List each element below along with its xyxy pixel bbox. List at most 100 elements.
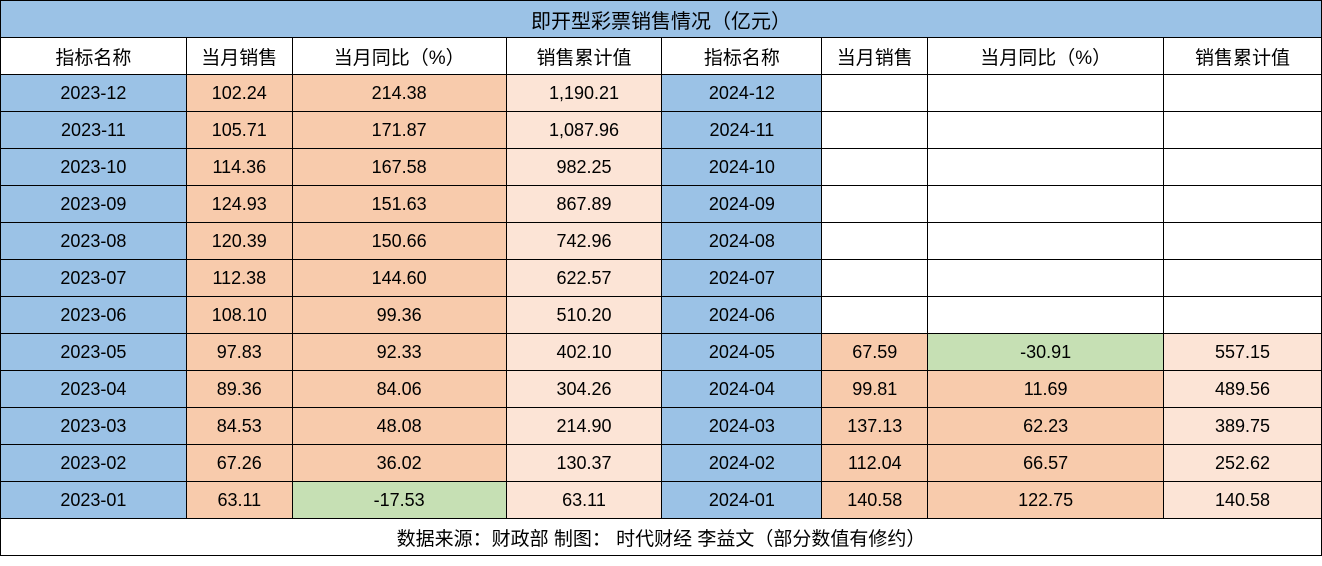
cum-right xyxy=(1164,260,1322,297)
header-indicator-name-1: 指标名称 xyxy=(1,38,187,75)
cum-left: 510.20 xyxy=(506,297,662,334)
sale-left: 105.71 xyxy=(186,112,292,149)
table-footer-row: 数据来源：财政部 制图： 时代财经 李益文（部分数值有修约） xyxy=(1,519,1322,556)
period-right: 2024-09 xyxy=(662,186,822,223)
yoy-right: 11.69 xyxy=(928,371,1164,408)
period-left: 2023-11 xyxy=(1,112,187,149)
sale-right xyxy=(822,223,928,260)
period-left: 2023-09 xyxy=(1,186,187,223)
yoy-left: 144.60 xyxy=(292,260,506,297)
sale-right: 67.59 xyxy=(822,334,928,371)
cum-left: 867.89 xyxy=(506,186,662,223)
table-row: 2023-0597.8392.33402.102024-0567.59-30.9… xyxy=(1,334,1322,371)
header-indicator-name-2: 指标名称 xyxy=(662,38,822,75)
cum-right: 557.15 xyxy=(1164,334,1322,371)
yoy-right xyxy=(928,223,1164,260)
period-left: 2023-03 xyxy=(1,408,187,445)
cum-right xyxy=(1164,186,1322,223)
sale-left: 124.93 xyxy=(186,186,292,223)
table-row: 2023-0384.5348.08214.902024-03137.1362.2… xyxy=(1,408,1322,445)
table-row: 2023-0489.3684.06304.262024-0499.8111.69… xyxy=(1,371,1322,408)
cum-right: 252.62 xyxy=(1164,445,1322,482)
yoy-right xyxy=(928,186,1164,223)
table-title: 即开型彩票销售情况（亿元） xyxy=(1,1,1322,38)
table-footer: 数据来源：财政部 制图： 时代财经 李益文（部分数值有修约） xyxy=(1,519,1322,556)
period-left: 2023-07 xyxy=(1,260,187,297)
sale-right: 140.58 xyxy=(822,482,928,519)
period-left: 2023-06 xyxy=(1,297,187,334)
yoy-left: 99.36 xyxy=(292,297,506,334)
yoy-right: -30.91 xyxy=(928,334,1164,371)
yoy-right xyxy=(928,75,1164,112)
yoy-right xyxy=(928,149,1164,186)
yoy-left: 150.66 xyxy=(292,223,506,260)
yoy-right xyxy=(928,297,1164,334)
period-left: 2023-05 xyxy=(1,334,187,371)
yoy-left: 92.33 xyxy=(292,334,506,371)
sale-right xyxy=(822,75,928,112)
header-cumulative-1: 销售累计值 xyxy=(506,38,662,75)
sale-right: 112.04 xyxy=(822,445,928,482)
period-right: 2024-06 xyxy=(662,297,822,334)
yoy-right: 62.23 xyxy=(928,408,1164,445)
cum-right xyxy=(1164,75,1322,112)
cum-right xyxy=(1164,149,1322,186)
yoy-left: 48.08 xyxy=(292,408,506,445)
header-cumulative-2: 销售累计值 xyxy=(1164,38,1322,75)
period-right: 2024-08 xyxy=(662,223,822,260)
lottery-sales-table: 即开型彩票销售情况（亿元） 指标名称 当月销售 当月同比（%） 销售累计值 指标… xyxy=(0,0,1322,556)
sale-left: 114.36 xyxy=(186,149,292,186)
table-row: 2023-07112.38144.60622.572024-07 xyxy=(1,260,1322,297)
yoy-right xyxy=(928,260,1164,297)
header-monthly-sale-1: 当月销售 xyxy=(186,38,292,75)
cum-left: 1,190.21 xyxy=(506,75,662,112)
period-left: 2023-08 xyxy=(1,223,187,260)
cum-right: 389.75 xyxy=(1164,408,1322,445)
yoy-right xyxy=(928,112,1164,149)
cum-right xyxy=(1164,297,1322,334)
sale-left: 67.26 xyxy=(186,445,292,482)
sale-right: 137.13 xyxy=(822,408,928,445)
yoy-right: 122.75 xyxy=(928,482,1164,519)
table-row: 2023-08120.39150.66742.962024-08 xyxy=(1,223,1322,260)
yoy-left: 171.87 xyxy=(292,112,506,149)
header-monthly-sale-2: 当月销售 xyxy=(822,38,928,75)
table-row: 2023-0267.2636.02130.372024-02112.0466.5… xyxy=(1,445,1322,482)
sale-left: 120.39 xyxy=(186,223,292,260)
period-right: 2024-12 xyxy=(662,75,822,112)
cum-right: 489.56 xyxy=(1164,371,1322,408)
table-row: 2023-11105.71171.871,087.962024-11 xyxy=(1,112,1322,149)
period-right: 2024-03 xyxy=(662,408,822,445)
sale-right: 99.81 xyxy=(822,371,928,408)
cum-right: 140.58 xyxy=(1164,482,1322,519)
sale-right xyxy=(822,260,928,297)
sale-left: 108.10 xyxy=(186,297,292,334)
cum-left: 742.96 xyxy=(506,223,662,260)
sale-left: 63.11 xyxy=(186,482,292,519)
period-right: 2024-10 xyxy=(662,149,822,186)
sale-left: 84.53 xyxy=(186,408,292,445)
period-left: 2023-12 xyxy=(1,75,187,112)
yoy-left: 36.02 xyxy=(292,445,506,482)
table-header-row: 指标名称 当月销售 当月同比（%） 销售累计值 指标名称 当月销售 当月同比（%… xyxy=(1,38,1322,75)
period-right: 2024-05 xyxy=(662,334,822,371)
cum-right xyxy=(1164,112,1322,149)
sale-left: 97.83 xyxy=(186,334,292,371)
cum-left: 402.10 xyxy=(506,334,662,371)
cum-left: 304.26 xyxy=(506,371,662,408)
sale-left: 89.36 xyxy=(186,371,292,408)
yoy-left: 167.58 xyxy=(292,149,506,186)
cum-left: 214.90 xyxy=(506,408,662,445)
period-left: 2023-02 xyxy=(1,445,187,482)
sale-left: 102.24 xyxy=(186,75,292,112)
period-left: 2023-10 xyxy=(1,149,187,186)
period-right: 2024-01 xyxy=(662,482,822,519)
period-right: 2024-02 xyxy=(662,445,822,482)
period-left: 2023-01 xyxy=(1,482,187,519)
sale-right xyxy=(822,186,928,223)
header-yoy-1: 当月同比（%） xyxy=(292,38,506,75)
sale-right xyxy=(822,112,928,149)
period-right: 2024-11 xyxy=(662,112,822,149)
period-right: 2024-07 xyxy=(662,260,822,297)
sale-right xyxy=(822,297,928,334)
